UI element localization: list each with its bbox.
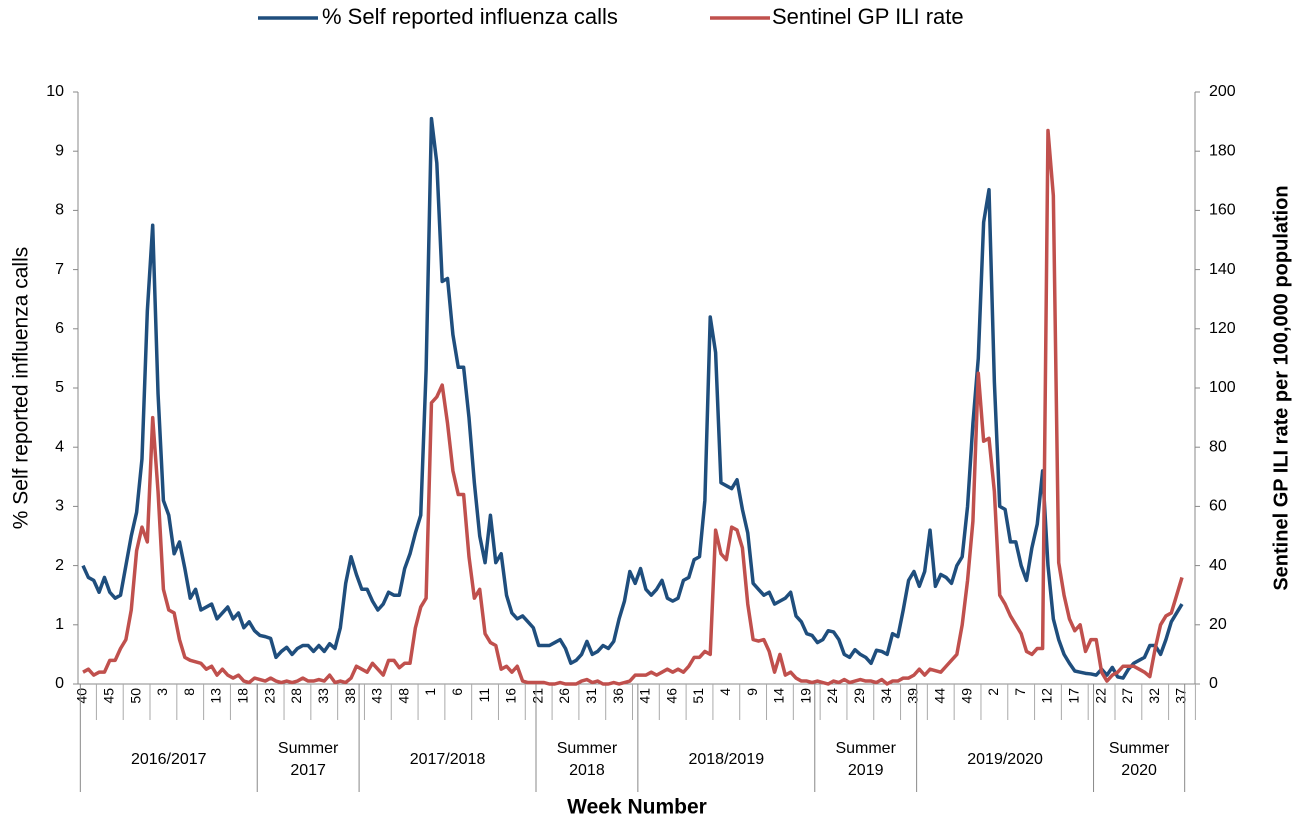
y2-tick-label: 200 bbox=[1209, 83, 1236, 100]
x-tick-label: 17 bbox=[1065, 688, 1081, 704]
x-tick-label: 36 bbox=[610, 688, 626, 704]
x-tick-label: 23 bbox=[261, 688, 277, 704]
x-tick-label: 29 bbox=[851, 688, 867, 704]
y2-tick-label: 180 bbox=[1209, 142, 1236, 159]
x-tick-label: 37 bbox=[1173, 688, 1189, 704]
y-tick-label: 9 bbox=[55, 142, 64, 159]
x-tick-label: 45 bbox=[101, 688, 117, 704]
y-tick-label: 8 bbox=[55, 202, 64, 219]
x-tick-label: 27 bbox=[1119, 688, 1135, 704]
x-tick-label: 28 bbox=[288, 688, 304, 704]
x-tick-label: 48 bbox=[395, 688, 411, 704]
group-label: 2018/2019 bbox=[688, 751, 765, 768]
x-tick-label: 14 bbox=[771, 688, 787, 704]
x-tick-label: 39 bbox=[905, 688, 921, 704]
x-tick-label: 46 bbox=[663, 688, 679, 704]
y2-tick-label: 80 bbox=[1209, 438, 1227, 455]
x-axis-title: Week Number bbox=[567, 796, 707, 819]
y2-axis-title: Sentinel GP ILI rate per 100,000 populat… bbox=[1270, 185, 1292, 590]
y-tick-label: 5 bbox=[55, 379, 64, 396]
y2-tick-label: 160 bbox=[1209, 202, 1236, 219]
x-tick-label: 9 bbox=[744, 688, 760, 696]
x-tick-label: 33 bbox=[315, 688, 331, 704]
y-tick-label: 4 bbox=[55, 438, 64, 455]
y-tick-label: 2 bbox=[55, 557, 64, 574]
y2-tick-label: 100 bbox=[1209, 379, 1236, 396]
group-label: Summer 2020 bbox=[1108, 740, 1170, 779]
y2-tick-label: 20 bbox=[1209, 616, 1227, 633]
x-tick-label: 32 bbox=[1146, 688, 1162, 704]
y2-tick-label: 140 bbox=[1209, 261, 1236, 278]
x-tick-label: 43 bbox=[369, 688, 385, 704]
group-label: 2017/2018 bbox=[409, 751, 486, 768]
x-tick-label: 7 bbox=[1012, 688, 1028, 696]
x-tick-label: 49 bbox=[958, 688, 974, 704]
series-line bbox=[82, 128, 1184, 686]
y-tick-label: 6 bbox=[55, 320, 64, 337]
x-tick-label: 22 bbox=[1092, 688, 1108, 704]
legend-label: % Self reported influenza calls bbox=[322, 4, 618, 29]
x-tick-label: 40 bbox=[74, 688, 90, 704]
x-tick-label: 24 bbox=[824, 688, 840, 704]
group-label: 2016/2017 bbox=[130, 751, 207, 768]
x-tick-label: 2 bbox=[985, 688, 1001, 696]
x-tick-label: 51 bbox=[690, 688, 706, 704]
legend-label: Sentinel GP ILI rate bbox=[772, 4, 964, 29]
y-axis-title: % Self reported influenza calls bbox=[10, 247, 33, 530]
x-tick-label: 8 bbox=[181, 688, 197, 696]
x-tick-label: 13 bbox=[208, 688, 224, 704]
group-label: Summer 2019 bbox=[835, 740, 896, 779]
x-tick-label: 1 bbox=[422, 688, 438, 696]
series-line bbox=[81, 116, 1184, 680]
group-label: 2019/2020 bbox=[967, 751, 1043, 768]
y-tick-label: 10 bbox=[46, 83, 64, 100]
x-tick-label: 12 bbox=[1039, 688, 1055, 704]
x-tick-label: 34 bbox=[878, 688, 894, 704]
x-tick-label: 16 bbox=[503, 688, 519, 704]
y-tick-label: 1 bbox=[55, 616, 64, 633]
x-tick-label: 11 bbox=[476, 688, 492, 703]
x-tick-label: 21 bbox=[529, 688, 545, 704]
x-tick-label: 44 bbox=[931, 688, 947, 704]
x-tick-label: 50 bbox=[127, 688, 143, 704]
y-tick-label: 7 bbox=[55, 261, 64, 278]
x-tick-label: 19 bbox=[797, 688, 813, 704]
x-tick-label: 18 bbox=[235, 688, 251, 704]
y-tick-label: 3 bbox=[55, 498, 64, 515]
x-tick-label: 38 bbox=[342, 688, 358, 704]
y2-tick-label: 40 bbox=[1209, 557, 1227, 574]
x-tick-label: 6 bbox=[449, 688, 465, 696]
y2-tick-label: 0 bbox=[1209, 675, 1218, 692]
x-tick-label: 41 bbox=[637, 688, 653, 704]
x-tick-label: 4 bbox=[717, 688, 733, 696]
group-label: Summer 2017 bbox=[277, 740, 339, 779]
y-tick-label: 0 bbox=[55, 675, 64, 692]
y2-tick-label: 120 bbox=[1209, 320, 1236, 337]
x-tick-label: 3 bbox=[154, 688, 170, 696]
group-label: Summer 2018 bbox=[556, 740, 618, 779]
x-tick-label: 31 bbox=[583, 688, 599, 704]
x-tick-label: 26 bbox=[556, 688, 572, 704]
y2-tick-label: 60 bbox=[1209, 498, 1227, 515]
